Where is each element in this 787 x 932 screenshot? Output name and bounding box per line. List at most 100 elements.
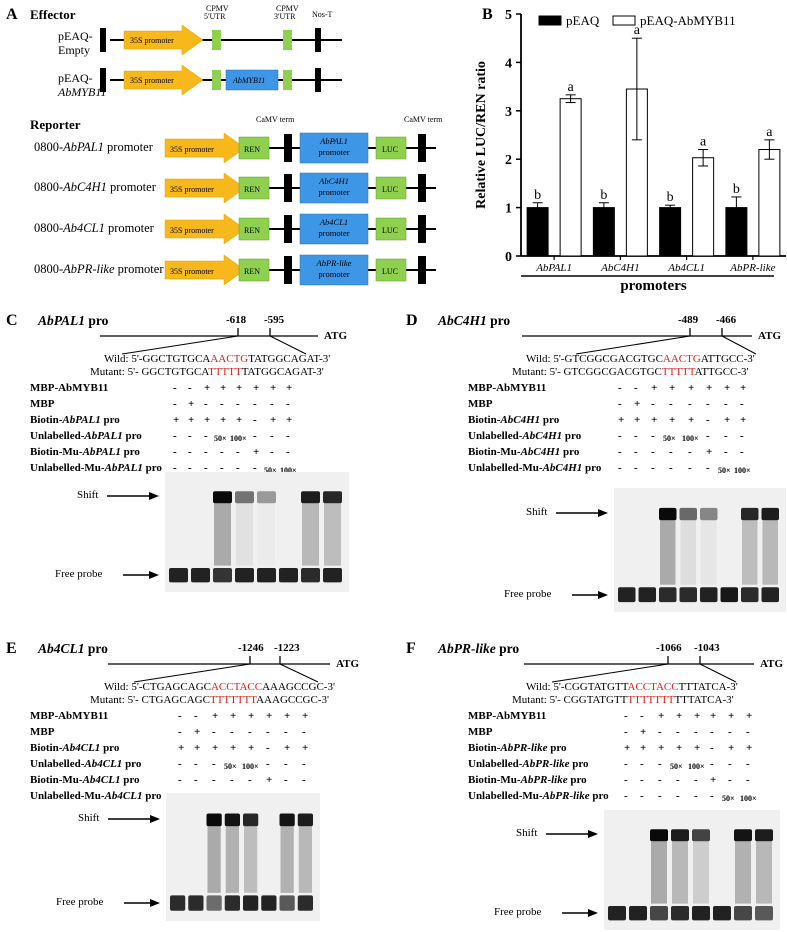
lane-sign: + [248,742,255,754]
row-unlabelled-probe: Unlabelled-AbC4H1 pro [468,430,582,442]
zoom-line [269,335,307,355]
cpmv5-label-2: 5'UTR [204,12,226,21]
smear [225,826,239,893]
rep-suffix: promoter [114,262,164,276]
lane-sign: + [658,742,665,754]
shift-band [257,491,276,504]
lane-sign: - [658,774,662,786]
bar-peaq-abmyb11 [758,149,781,257]
lane-sign: - [204,398,208,410]
lane-sign: - [188,382,192,394]
row-unlabelled-probe: Unlabelled-AbPAL1 pro [30,430,142,442]
smear [742,520,758,585]
lane-sign: - [618,382,622,394]
shift-band [700,507,718,521]
smear [258,503,275,566]
lane-sign: 100× [230,434,247,443]
gene-abmyb11-label: AbMYB11 [233,76,266,85]
row-unlabelled-mu-probe: Unlabelled-Mu-AbC4H1 pro [468,462,602,474]
free-probe-band [279,568,298,583]
shift-band [734,829,752,842]
lane-sign: + [710,774,717,786]
free-probe-band [297,895,313,911]
lane-sign: - [651,446,655,458]
position-end: -1043 [694,642,720,654]
emsa-gene: AbC4H1 [438,313,487,328]
atg-label: ATG [336,658,360,670]
lane-sign: + [236,414,243,426]
row-unlabelled-probe: Unlabelled-AbPR-like pro [468,758,589,770]
nos-t-label: Nos-T [312,10,333,19]
reporter-label: 0800-Ab4CL1 promoter [34,222,154,235]
wild-sequence: Wild: 5'-GGCTGTGCAAACTGTATGGCAGAT-3' [104,353,331,365]
zoom-line [551,663,669,683]
lane-sign: + [728,710,735,722]
lane-sign: - [640,790,644,802]
y-tick-label: 0 [505,250,512,265]
lane-sign: 100× [242,762,259,771]
luc-box [375,136,407,160]
lane-sign: - [624,710,628,722]
row-biotin-probe: Biotin-AbPAL1 pro [30,414,120,426]
lane-sign: - [253,414,257,426]
free-probe-band [206,895,222,911]
lane-sign: - [194,710,198,722]
lane-sign: - [204,462,208,474]
mutated-motif: TTTTT [661,366,695,378]
shift-band [692,829,710,842]
free-probe-band [671,906,689,921]
free-probe-band [638,587,656,603]
lane-sign: - [248,726,252,738]
shift-band [679,507,697,521]
reporter-label: 0800-AbPR-like promoter [34,263,164,276]
emsa-title: AbPAL1 pro [38,314,108,328]
row-biotin-probe: Biotin-AbC4H1 pro [468,414,560,426]
rep-prefix: 0800- [34,221,64,235]
ren-box [238,258,270,282]
bar-peaq-abmyb11 [692,157,715,257]
mutant-sequence: Mutant: 5'- CTGAGCAGCTTTTTTTAAAGCCGC-3' [90,694,329,706]
significance-letter: b [600,188,607,203]
lane-sign: - [286,398,290,410]
lane-sign: - [204,430,208,442]
row-biotin-mu-probe: Biotin-Mu-AbPR-like pro [468,774,587,786]
lane-sign: - [651,398,655,410]
free-probe-band [734,906,752,921]
zoom-line [721,335,757,355]
x-tick-label: Ab4CL1 [667,262,705,274]
lane-sign: + [706,446,713,458]
lane-sign: - [658,726,662,738]
lane-sign: - [658,790,662,802]
row-unlabelled-mu-probe: Unlabelled-Mu-AbPR-like pro [468,790,609,802]
lane-sign: + [740,414,747,426]
target-promoter-label: AbC4H1 promoter [318,176,350,197]
position-start: -489 [678,314,699,326]
legend-swatch-peaq-abmyb11 [612,15,636,26]
lane-sign: - [618,446,622,458]
shift-label: Shift [78,811,100,824]
shift-band [243,813,259,827]
lane-sign: - [676,726,680,738]
lane-sign: - [173,398,177,410]
shift-band [755,829,773,842]
lane-sign: + [669,382,676,394]
lane-sign: - [634,462,638,474]
lane-sign: 50× [264,466,277,475]
rep-gene: AbC4H1 [63,180,107,194]
lane-sign: + [188,398,195,410]
vector-myb-label-2: AbMYB11 [58,85,107,99]
emsa-gene: Ab4CL1 [38,641,85,656]
lane-sign: + [230,742,237,754]
y-tick-label: 3 [505,105,512,120]
lane-sign: - [173,430,177,442]
lane-sign: - [212,726,216,738]
ren-label: REN [244,145,260,154]
x-axis-label: promoters [620,278,687,294]
vector-empty-label-1: pEAQ- [58,29,93,43]
lane-sign: - [230,726,234,738]
promoter-35s-label: 35S promoter [170,226,214,235]
target-promoter-label: AbPAL1 promoter [318,136,350,157]
free-probe-band [170,895,186,911]
rep-suffix: promoter [104,221,154,235]
lane-sign: - [710,790,714,802]
